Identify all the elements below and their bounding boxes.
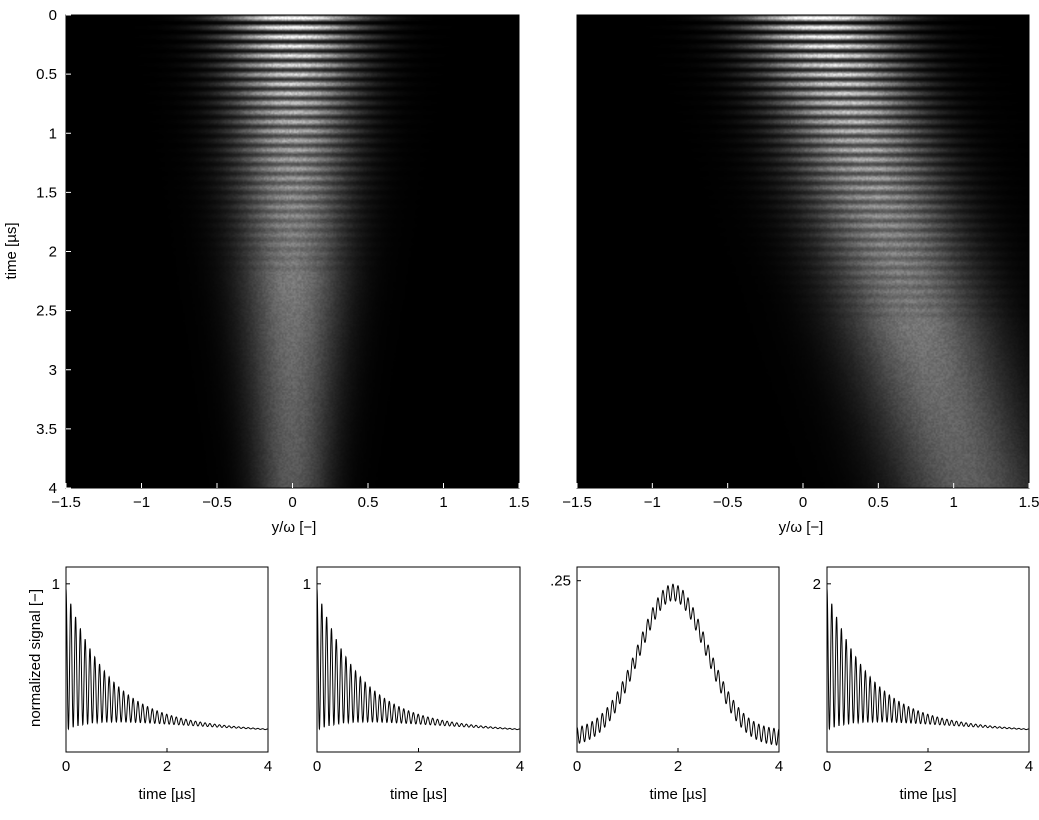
x-tick-label: 0 — [313, 758, 321, 775]
y-tick-label: 1 — [49, 125, 57, 142]
y-tick-label: 1.5 — [36, 184, 57, 201]
y-tick-label: 3 — [49, 362, 57, 379]
x-tick-label: 4 — [264, 758, 272, 775]
x-axis-label: time [µs] — [900, 786, 957, 803]
heatmap-left-xlabel: y/ω [−] — [272, 519, 317, 536]
heatmap-left-image — [66, 15, 519, 488]
y-tick-label: 3.5 — [36, 421, 57, 438]
plot-frame — [576, 566, 780, 753]
y-tick-label: 1 — [303, 576, 311, 593]
x-tick-label: 0 — [799, 494, 807, 511]
heatmap-right-image — [577, 15, 1029, 488]
x-axis-label: time [µs] — [139, 786, 196, 803]
x-tick-label: 1 — [439, 494, 447, 511]
x-tick-label: 0 — [573, 758, 581, 775]
x-tick-label: 4 — [516, 758, 524, 775]
heatmap-right-axes: −1.5 −1 −0.5 0 0.5 1 1.5 — [562, 483, 1039, 511]
y-tick-label: 0.5 — [36, 66, 57, 83]
x-tick-label: 1 — [949, 494, 957, 511]
heatmap-left-axes: −1.5 −1 −0.5 0 0.5 1 1.5 0 0.5 1 1.5 2 2.5 3 3.5 4 — [36, 7, 529, 511]
y-tick-label: 1 — [52, 576, 60, 593]
x-tick-label: 4 — [1025, 758, 1033, 775]
x-tick-label: 1.5 — [1019, 494, 1039, 511]
signal-plot-3: 0 2 4 .25 time [µs] — [550, 566, 783, 803]
x-tick-label: 0 — [62, 758, 70, 775]
x-tick-label: −1 — [133, 494, 150, 511]
heatmap-left-ylabel: time [µs] — [3, 223, 20, 280]
signal-line — [576, 583, 780, 746]
x-tick-label: 0.5 — [868, 494, 889, 511]
signal-plot-4: 0 2 4 2 time [µs] — [813, 566, 1033, 803]
x-tick-label: 2 — [924, 758, 932, 775]
x-tick-label: −1.5 — [51, 494, 81, 511]
heatmap-right-xlabel: y/ω [−] — [779, 519, 824, 536]
x-tick-label: 2 — [163, 758, 171, 775]
heatmap-right-panel: −1.5 −1 −0.5 0 0.5 1 1.5 y/ω [−] — [562, 14, 1039, 536]
y-tick-label: .25 — [550, 573, 571, 590]
y-tick-label: 2.5 — [36, 303, 57, 320]
x-tick-label: 0.5 — [358, 494, 379, 511]
x-tick-label: −1.5 — [562, 494, 592, 511]
x-tick-label: 0 — [823, 758, 831, 775]
x-axis-label: time [µs] — [390, 786, 447, 803]
heatmap-left-panel: −1.5 −1 −0.5 0 0.5 1 1.5 0 0.5 1 1.5 2 2.5 3 3.5 4 time… — [3, 7, 529, 536]
plot-frame — [316, 566, 521, 753]
signal-line — [826, 588, 1030, 731]
x-tick-label: 2 — [674, 758, 682, 775]
y-tick-label: 2 — [813, 576, 821, 593]
signal-ylabel: normalized signal [−] — [27, 589, 44, 727]
plot-frame — [826, 566, 1030, 753]
signal-plot-2: 0 2 4 1 time [µs] — [303, 566, 524, 803]
x-tick-label: 1.5 — [509, 494, 530, 511]
y-tick-label: 4 — [49, 480, 57, 497]
x-tick-label: −0.5 — [713, 494, 743, 511]
signal-plot-1: 0 2 4 1 time [µs] — [52, 566, 272, 803]
x-tick-label: −0.5 — [202, 494, 232, 511]
x-tick-label: 4 — [775, 758, 783, 775]
x-axis-label: time [µs] — [650, 786, 707, 803]
x-tick-label: 2 — [414, 758, 422, 775]
plot-frame — [65, 566, 269, 753]
y-tick-label: 0 — [49, 7, 57, 24]
x-tick-label: −1 — [644, 494, 661, 511]
signal-line — [316, 588, 521, 731]
x-tick-label: 0 — [288, 494, 296, 511]
y-tick-label: 2 — [49, 244, 57, 261]
signal-line — [65, 588, 269, 731]
